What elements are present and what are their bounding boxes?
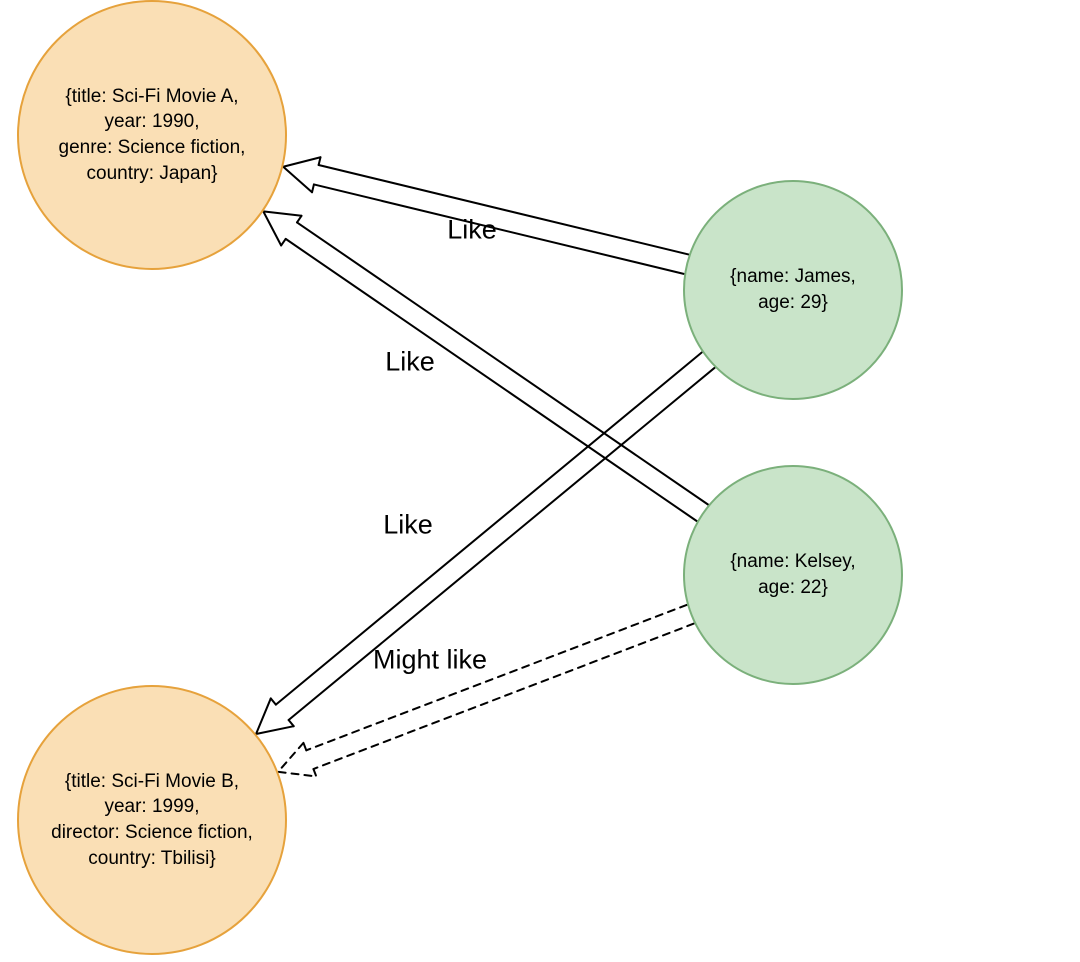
node-movie-b: {title: Sci-Fi Movie B, year: 1999, dire… xyxy=(17,685,287,955)
edge-label-kelsey-movie-a: Like xyxy=(385,347,435,378)
node-person-james: {name: James, age: 29} xyxy=(683,180,903,400)
edge-label-james-movie-b: Like xyxy=(383,510,433,541)
node-person-kelsey-text: {name: Kelsey, age: 22} xyxy=(730,549,855,600)
edge-label-james-movie-a: Like xyxy=(447,215,497,246)
edge-label-kelsey-movie-b: Might like xyxy=(373,645,487,676)
node-movie-a-text: {title: Sci-Fi Movie A, year: 1990, genr… xyxy=(59,84,246,187)
node-movie-b-text: {title: Sci-Fi Movie B, year: 1999, dire… xyxy=(51,769,253,872)
node-movie-a: {title: Sci-Fi Movie A, year: 1990, genr… xyxy=(17,0,287,270)
node-person-james-text: {name: James, age: 29} xyxy=(730,264,856,315)
node-person-kelsey: {name: Kelsey, age: 22} xyxy=(683,465,903,685)
